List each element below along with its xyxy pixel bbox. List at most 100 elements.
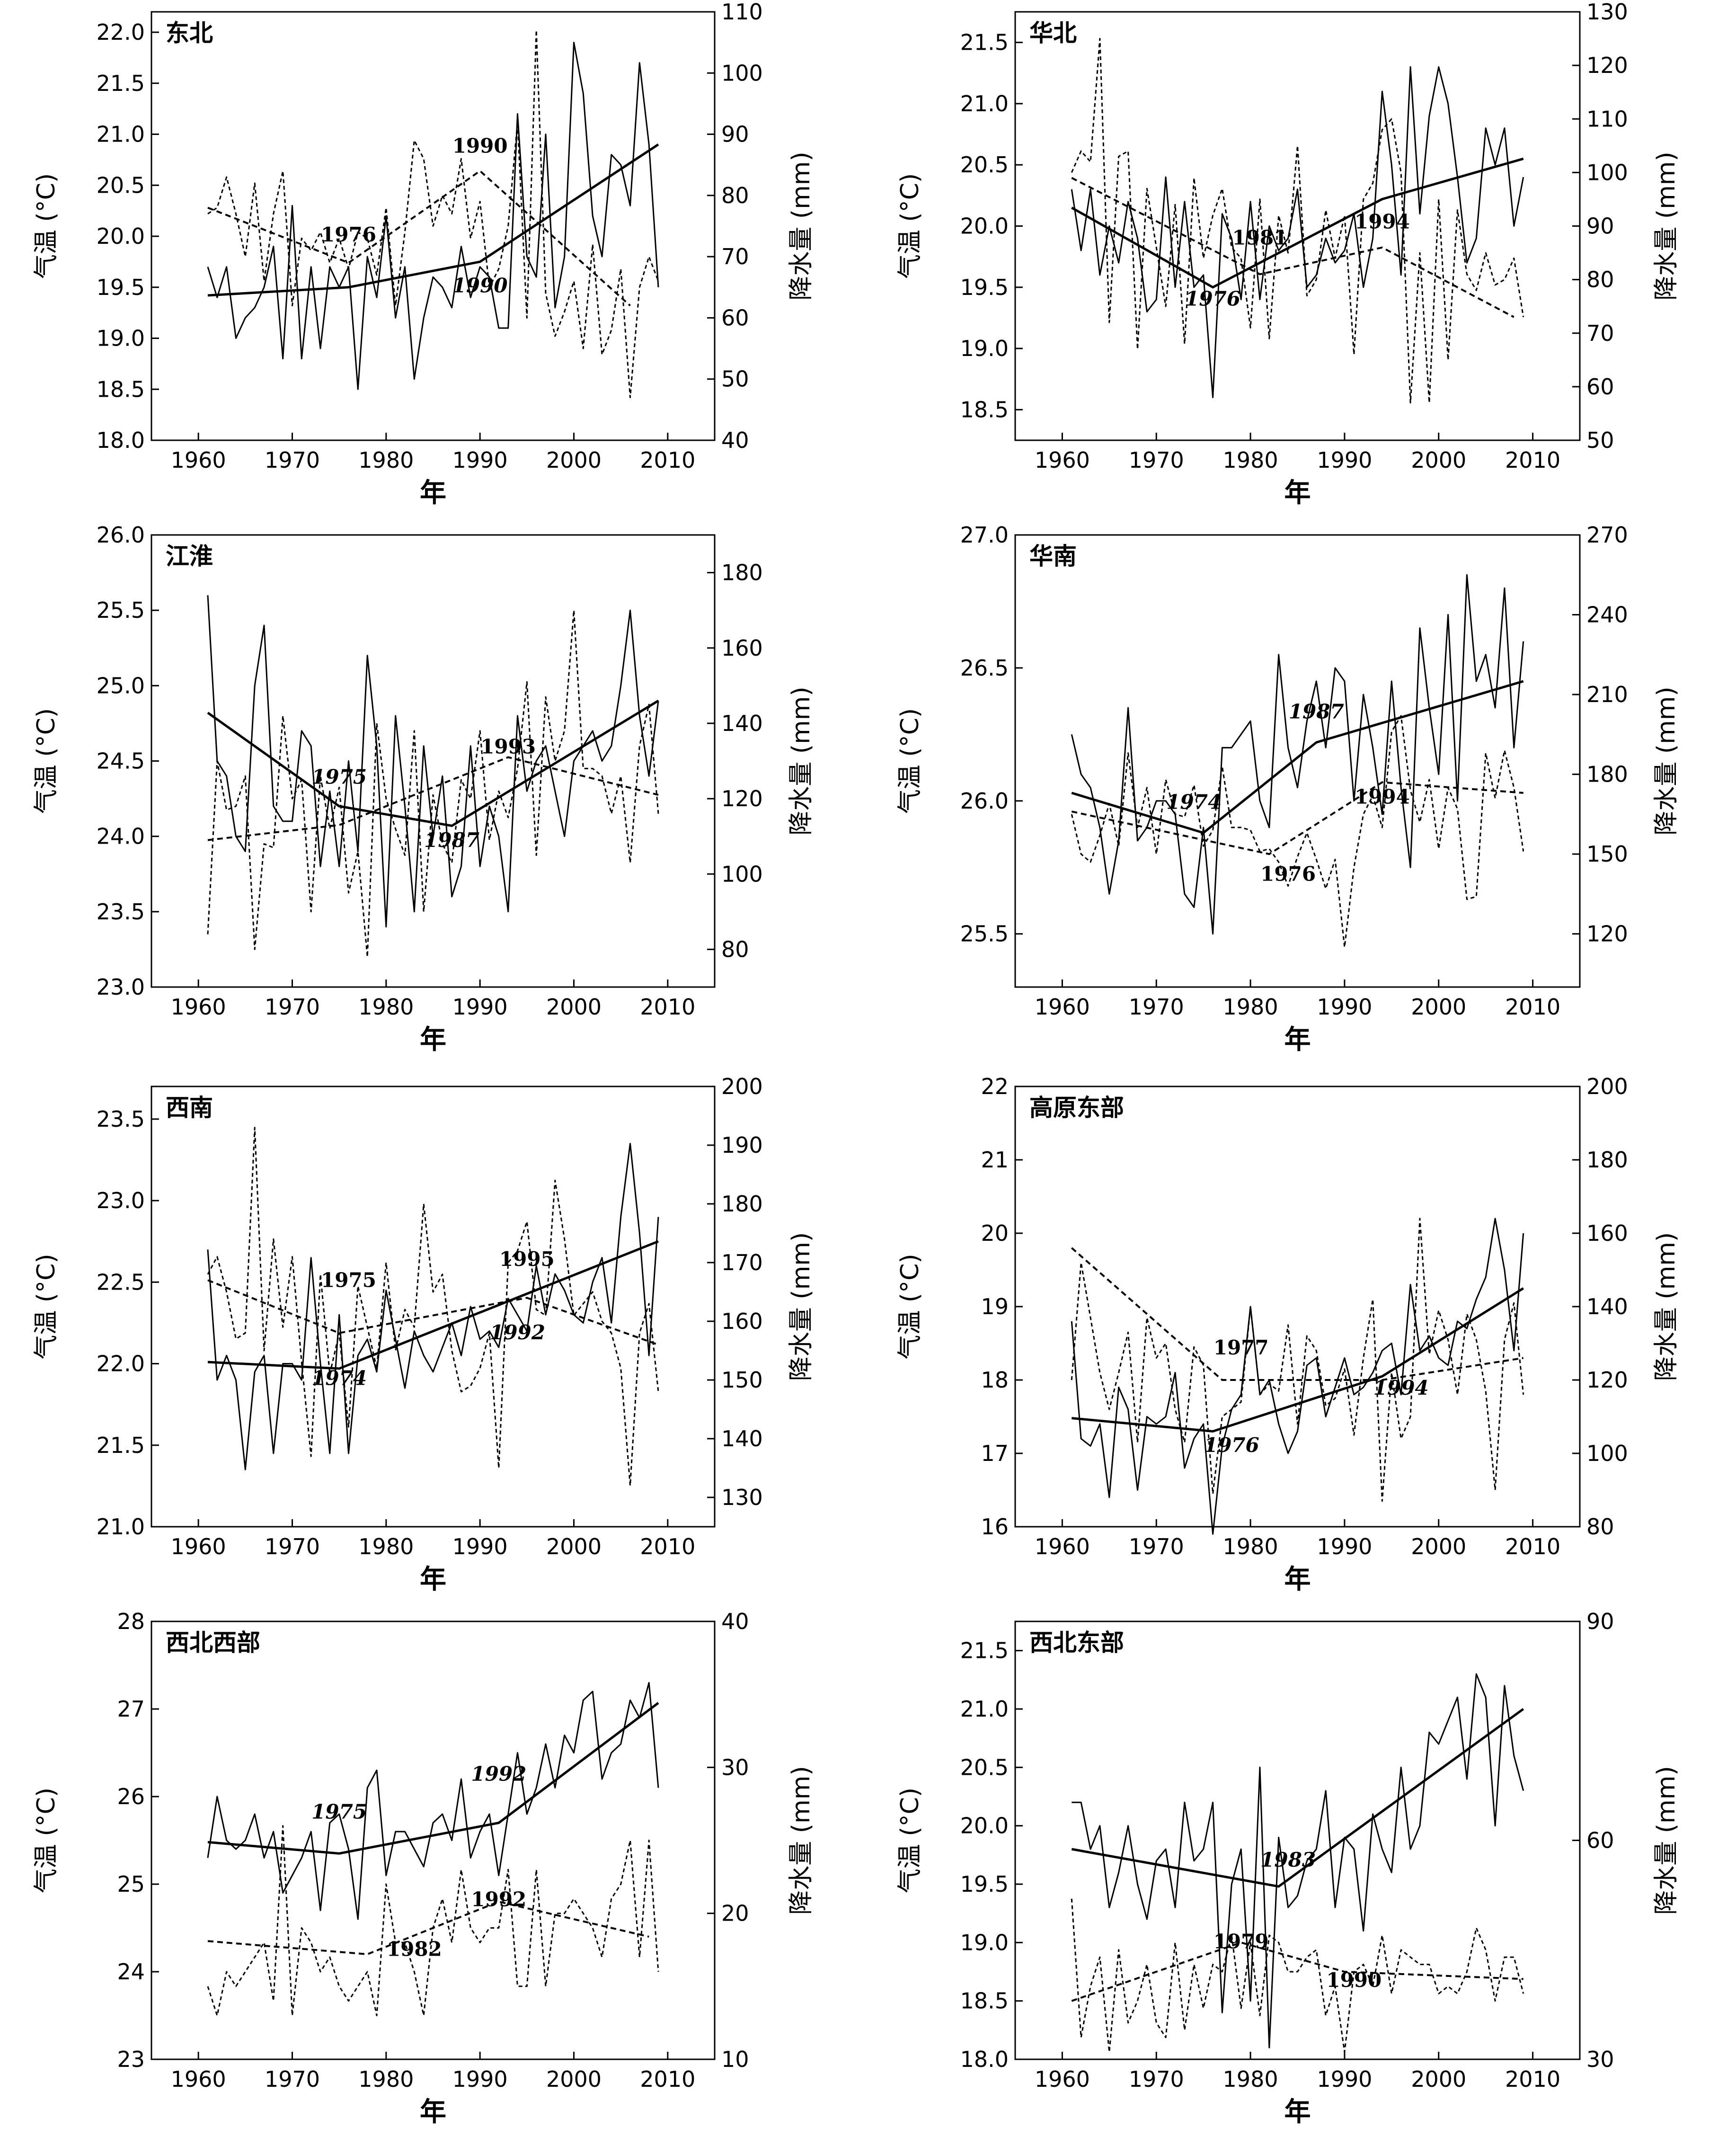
y-left-tick-label: 22.5: [97, 1269, 145, 1295]
precipitation-line: [1071, 1898, 1524, 2053]
x-tick-label: 1980: [358, 1534, 414, 1559]
x-tick-label: 1980: [358, 2066, 414, 2092]
x-tick-label: 2010: [640, 994, 695, 1020]
y-right-tick-label: 110: [1586, 106, 1628, 132]
y-left-tick-label: 23: [117, 2047, 145, 2072]
y-left-tick-label: 19: [981, 1294, 1009, 1319]
x-tick-label: 1970: [265, 2066, 320, 2092]
plot-frame: [151, 1620, 716, 2060]
x-tick-label: 1960: [171, 994, 226, 1020]
y-left-tick-label: 18.5: [960, 397, 1009, 422]
y-left-tick-label: 23.5: [97, 1106, 145, 1132]
breakpoint-label: 1992: [471, 1887, 526, 1911]
y-left-tick-label: 25.0: [97, 673, 145, 698]
temperature-line: [207, 1682, 659, 1920]
y-right-tick-label: 70: [1586, 320, 1614, 346]
y-right-tick-label: 80: [721, 936, 749, 962]
x-axis-title: 年: [420, 1024, 446, 1055]
x-tick-label: 1960: [1035, 447, 1090, 473]
region-label: 华南: [1029, 543, 1077, 570]
breakpoint-label: 1979: [1213, 1930, 1269, 1953]
x-tick-label: 1970: [1129, 1534, 1184, 1559]
breakpoint-label: 1993: [480, 735, 536, 758]
temperature-line: [1071, 1218, 1524, 1535]
region-label: 西南: [166, 1094, 213, 1121]
precipitation-trend-line: [207, 756, 659, 841]
y-right-tick-label: 60: [721, 305, 749, 330]
temperature-trend-line: [207, 1702, 659, 1855]
x-tick-label: 1990: [452, 994, 508, 1020]
temperature-line: [207, 42, 659, 390]
y-left-axis-title: 气温 (°C): [32, 173, 61, 279]
x-axis-title: 年: [1284, 2097, 1311, 2127]
region-label: 江淮: [166, 543, 213, 570]
y-right-tick-label: 180: [1586, 762, 1628, 787]
temperature-trend-line: [207, 143, 659, 297]
y-left-tick-label: 24: [117, 1959, 145, 1985]
y-left-tick-label: 21.0: [97, 122, 145, 147]
y-right-tick-label: 80: [721, 183, 749, 208]
x-tick-label: 1990: [1317, 2066, 1372, 2092]
x-tick-label: 1990: [452, 447, 508, 473]
precipitation-trend-line: [1071, 177, 1515, 318]
precipitation-trend-line: [1071, 1941, 1523, 2002]
y-right-tick-label: 110: [721, 0, 763, 25]
x-tick-label: 2000: [1411, 447, 1466, 473]
y-right-tick-label: 160: [721, 635, 763, 661]
y-right-tick-label: 120: [721, 786, 763, 811]
y-right-tick-label: 240: [1586, 602, 1628, 628]
y-left-tick-label: 23.5: [97, 899, 145, 925]
y-right-tick-label: 140: [1586, 1294, 1628, 1319]
y-left-tick-label: 21.0: [960, 1696, 1009, 1722]
y-left-tick-label: 20.5: [960, 1754, 1009, 1780]
panel-3: 1960 1970 1980 1990 2000 2010 23.0 23.5 24.0 24.5…: [32, 522, 815, 1055]
y-right-tick-label: 120: [1586, 53, 1628, 78]
y-right-tick-label: 120: [1586, 921, 1628, 947]
y-left-axis-title: 气温 (°C): [896, 1788, 924, 1893]
x-tick-label: 2000: [546, 447, 602, 473]
x-tick-label: 1970: [1129, 994, 1184, 1020]
y-right-tick-label: 200: [1586, 1074, 1628, 1099]
y-right-tick-label: 140: [721, 711, 763, 736]
breakpoint-label: 1982: [387, 1938, 442, 1961]
y-left-tick-label: 21.5: [97, 1433, 145, 1458]
y-left-axis-title: 气温 (°C): [32, 1788, 61, 1893]
breakpoint-label: 1976: [1185, 287, 1240, 311]
y-left-tick-label: 16: [981, 1514, 1009, 1540]
x-tick-label: 1960: [171, 1534, 226, 1559]
x-tick-label: 1980: [1223, 2066, 1278, 2092]
precipitation-line: [207, 1825, 659, 2016]
breakpoint-label: 1995: [499, 1247, 555, 1271]
plot-frame: [151, 534, 716, 988]
x-axis-title: 年: [1284, 1564, 1311, 1595]
y-left-tick-label: 19.0: [97, 326, 145, 351]
x-tick-label: 1960: [171, 447, 226, 473]
y-right-tick-label: 100: [1586, 160, 1628, 185]
y-right-axis-title: 降水量 (mm): [1652, 151, 1681, 300]
y-right-tick-label: 180: [721, 560, 763, 586]
y-left-tick-label: 27: [117, 1696, 145, 1722]
y-right-tick-label: 80: [1586, 267, 1614, 293]
y-left-tick-label: 22.0: [97, 1351, 145, 1377]
y-right-tick-label: 120: [1586, 1367, 1628, 1393]
y-left-tick-label: 21: [981, 1147, 1009, 1173]
breakpoint-label: 1975: [321, 1269, 376, 1292]
y-right-tick-label: 100: [1586, 1441, 1628, 1466]
precipitation-line: [207, 1127, 659, 1486]
temperature-line: [1071, 66, 1524, 398]
region-label: 西北西部: [166, 1629, 260, 1656]
breakpoint-label: 1974: [311, 1366, 367, 1389]
temperature-trend-line: [1072, 1287, 1524, 1433]
y-left-axis-title: 气温 (°C): [32, 708, 61, 814]
breakpoint-label: 1990: [452, 274, 508, 297]
x-tick-label: 1980: [1223, 1534, 1278, 1559]
breakpoint-label: 1994: [1373, 1376, 1429, 1399]
plot-frame: [1014, 11, 1581, 441]
x-tick-label: 2010: [1505, 1534, 1560, 1559]
y-left-tick-label: 19.5: [960, 275, 1009, 300]
x-tick-label: 1980: [1223, 447, 1278, 473]
plot-frame: [151, 1086, 716, 1528]
y-left-tick-label: 23.0: [97, 974, 145, 1000]
x-tick-label: 1990: [452, 1534, 508, 1559]
